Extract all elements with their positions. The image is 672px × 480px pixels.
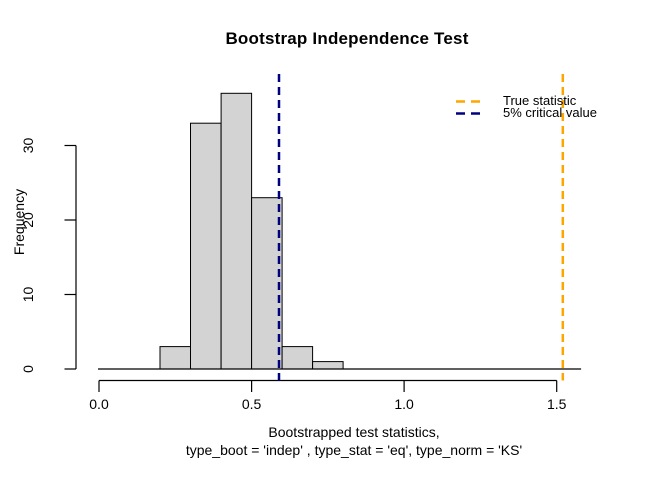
histogram-bar bbox=[159, 346, 191, 370]
y-axis-tick-label: 20 bbox=[20, 212, 36, 228]
y-axis-title: Frequency bbox=[11, 189, 27, 255]
legend-label: 5% critical value bbox=[503, 105, 597, 120]
x-axis-tick-label: 1.5 bbox=[547, 396, 567, 412]
y-axis-tick-label: 30 bbox=[20, 138, 36, 154]
x-axis-tick-label: 1.0 bbox=[394, 396, 414, 412]
x-axis-title: Bootstrapped test statistics, type_boot … bbox=[186, 423, 522, 459]
histogram-bar bbox=[281, 346, 314, 370]
legend-swatch-dashed-navy bbox=[456, 111, 484, 115]
legend: True statistic 5% critical value bbox=[456, 93, 597, 120]
x-axis-tick-label: 0.0 bbox=[89, 396, 109, 412]
histogram-bar bbox=[312, 361, 344, 370]
legend-item-critical-value: 5% critical value bbox=[456, 105, 597, 120]
x-axis-tick-label: 0.5 bbox=[242, 396, 262, 412]
legend-swatch-dashed-orange bbox=[456, 99, 484, 103]
histogram-bar bbox=[251, 197, 283, 370]
legend-label: True statistic bbox=[503, 93, 577, 108]
histogram-bar bbox=[190, 122, 222, 370]
y-axis-tick-label: 0 bbox=[20, 365, 36, 373]
x-axis-title-line1: Bootstrapped test statistics, bbox=[268, 424, 440, 440]
y-axis-tick-label: 10 bbox=[20, 287, 36, 303]
histogram-bar bbox=[220, 92, 253, 370]
chart-title: Bootstrap Independence Test bbox=[225, 29, 469, 48]
x-axis-title-line2: type_boot = 'indep' , type_stat = 'eq', … bbox=[185, 442, 523, 458]
legend-item-true-statistic: True statistic bbox=[456, 93, 597, 108]
